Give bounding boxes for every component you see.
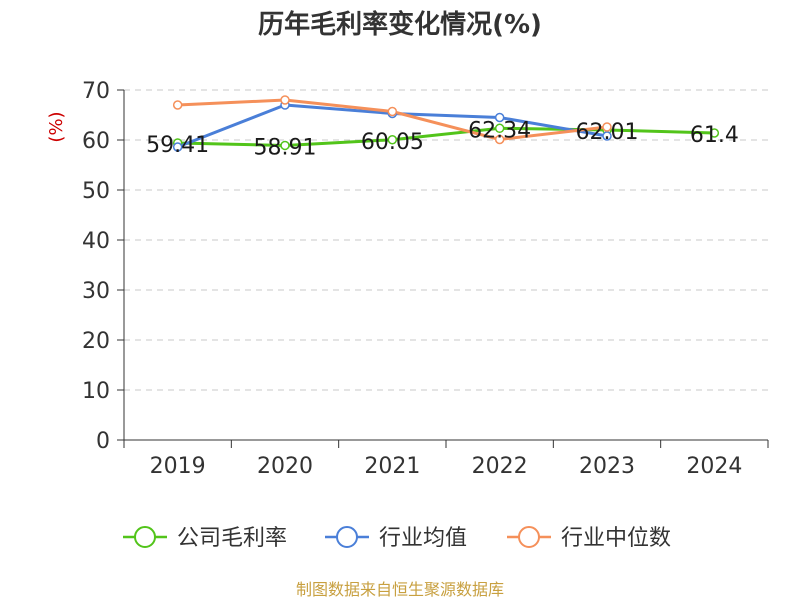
y-tick-label: 40	[82, 229, 110, 254]
data-point	[709, 128, 720, 138]
y-tick-label: 30	[82, 279, 110, 304]
y-axis-unit: (%)	[46, 111, 67, 142]
x-tick-label: 2020	[257, 454, 313, 479]
data-labels: 59.41 58.91 60.05 62.34 62.01 61.4	[146, 118, 739, 160]
data-label: 58.91	[254, 135, 317, 160]
y-tick-label: 70	[82, 79, 110, 104]
data-label: 62.34	[468, 118, 531, 143]
data-point	[494, 134, 505, 145]
legend[interactable]: 公司毛利率 行业均值 行业中位数	[123, 526, 671, 551]
legend-label: 行业中位数	[561, 526, 671, 551]
legend-item[interactable]: 公司毛利率	[123, 526, 287, 551]
legend-item[interactable]: 行业中位数	[507, 526, 671, 551]
chart-title: 历年毛利率变化情况(%)	[258, 9, 542, 40]
y-tick-label: 50	[82, 179, 110, 204]
x-tick-label: 2021	[364, 454, 420, 479]
gridlines	[124, 89, 768, 391]
x-tick-label: 2024	[686, 454, 742, 479]
legend-swatch-marker	[134, 526, 156, 548]
y-tick-label: 20	[82, 329, 110, 354]
data-point	[494, 123, 505, 134]
y-tick-label: 10	[82, 379, 110, 404]
x-tick-label: 2023	[579, 454, 635, 479]
data-point	[387, 135, 398, 145]
source-note: 制图数据来自恒生聚源数据库	[296, 580, 504, 599]
data-point	[602, 122, 612, 132]
legend-swatch-marker	[336, 526, 358, 548]
data-point	[602, 131, 612, 141]
series-lines	[172, 95, 720, 152]
data-label: 60.05	[361, 130, 424, 155]
data-point	[172, 142, 183, 152]
legend-label: 行业均值	[379, 526, 467, 551]
data-point	[172, 100, 183, 110]
data-label: 62.01	[576, 120, 639, 145]
data-label: 59.41	[146, 133, 209, 158]
axes: 0 10 20 30 40 50 60 70 2019 2020 2021 2022 2023 2024	[82, 79, 769, 479]
y-tick-label: 60	[82, 129, 110, 154]
y-tick-label: 0	[96, 429, 110, 454]
data-point	[280, 140, 290, 151]
x-tick-label: 2022	[472, 454, 528, 479]
legend-item[interactable]: 行业均值	[325, 526, 467, 551]
data-point	[494, 112, 505, 123]
data-point	[280, 95, 290, 105]
series-line	[177, 126, 715, 147]
legend-swatch-marker	[518, 526, 540, 548]
data-label: 61.4	[690, 123, 739, 148]
data-point	[387, 106, 398, 117]
legend-label: 公司毛利率	[177, 526, 287, 551]
x-tick-label: 2019	[150, 454, 206, 479]
